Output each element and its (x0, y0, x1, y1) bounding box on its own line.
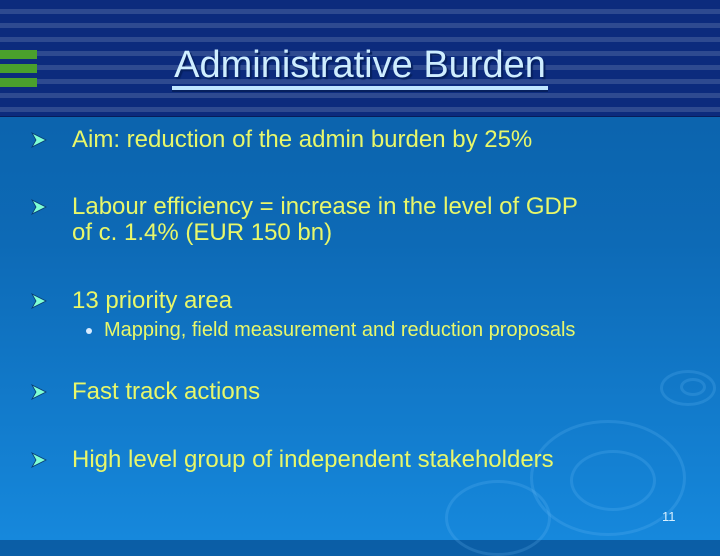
bullet-text-continued: of c. 1.4% (EUR 150 bn) (72, 219, 333, 246)
arrow-bullet-icon (30, 452, 47, 468)
arrow-bullet-icon (30, 384, 47, 400)
bullet-item: Fast track actions (30, 379, 260, 405)
arrow-bullet-icon (30, 199, 47, 215)
title-bar: Administrative Burden (0, 0, 720, 117)
sub-bullet-item: Mapping, field measurement and reduction… (86, 319, 575, 342)
bullet-item: High level group of independent stakehol… (30, 447, 554, 473)
slide-title: Administrative Burden (0, 44, 720, 90)
ripple-decoration (570, 450, 656, 511)
page-number: 11 (662, 509, 676, 524)
bullet-text: 13 priority area (72, 287, 233, 314)
arrow-bullet-icon (30, 132, 47, 148)
sub-bullet-text: Mapping, field measurement and reduction… (104, 319, 576, 341)
ripple-decoration (445, 480, 551, 556)
ripple-decoration (530, 420, 686, 536)
ripple-decoration (660, 370, 716, 406)
bullet-text: High level group of independent stakehol… (72, 446, 554, 473)
bullet-item: 13 priority area (30, 288, 232, 314)
slide-title-text: Administrative Burden (172, 44, 548, 90)
green-bar-decoration (0, 50, 37, 59)
green-bar-decoration (0, 64, 37, 73)
bullet-text: Aim: reduction of the admin burden by 25… (72, 126, 533, 153)
bullet-text: Fast track actions (72, 378, 261, 405)
arrow-bullet-icon (30, 293, 47, 309)
bullet-item: Aim: reduction of the admin burden by 25… (30, 127, 532, 153)
bullet-text: Labour efficiency = increase in the leve… (72, 193, 578, 220)
dot-bullet-icon (86, 328, 92, 334)
bullet-item: Labour efficiency = increase in the leve… (30, 194, 578, 246)
ripple-decoration (680, 378, 706, 396)
green-bar-decoration (0, 78, 37, 87)
